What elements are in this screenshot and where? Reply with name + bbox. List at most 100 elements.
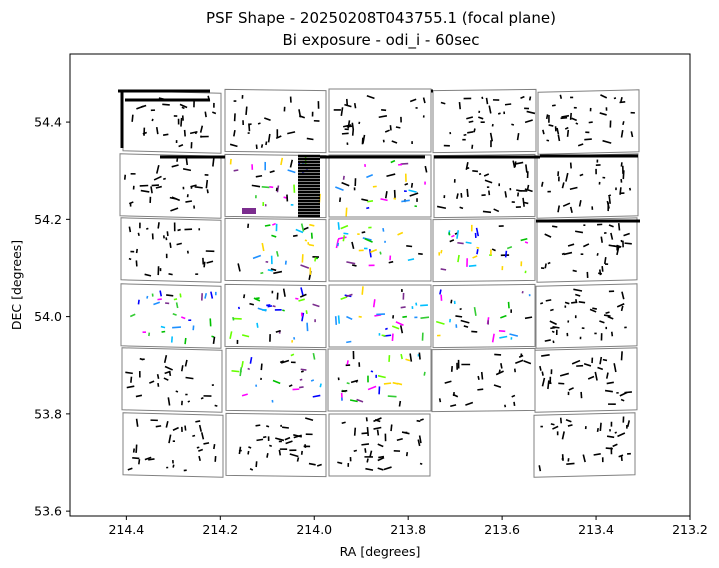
psf-stick	[547, 261, 551, 265]
psf-stick	[346, 340, 352, 344]
psf-stick	[164, 365, 173, 371]
psf-stick	[241, 361, 244, 368]
psf-stick	[456, 193, 459, 200]
psf-stick	[612, 443, 618, 448]
psf-stick	[263, 117, 271, 122]
psf-stick	[605, 311, 610, 314]
psf-stick	[613, 97, 617, 100]
psf-stick	[467, 131, 474, 134]
psf-stick	[559, 417, 563, 424]
psf-stick	[391, 140, 398, 144]
psf-stick	[278, 449, 282, 456]
psf-stick	[361, 286, 364, 295]
psf-stick	[211, 335, 215, 338]
psf-stick	[144, 456, 152, 461]
psf-stick	[344, 103, 352, 108]
psf-stick	[184, 425, 187, 431]
psf-stick	[140, 189, 150, 193]
psf-stick	[135, 248, 138, 254]
psf-stick	[565, 172, 569, 182]
psf-stick	[180, 117, 183, 127]
psf-stick	[463, 325, 469, 328]
psf-stick	[275, 437, 285, 442]
psf-stick	[140, 104, 147, 108]
psf-stick	[561, 182, 565, 189]
psf-stick	[520, 95, 525, 99]
ota-frame	[432, 283, 536, 349]
psf-stick	[602, 358, 608, 362]
psf-stick	[523, 360, 532, 365]
psf-stick	[404, 182, 409, 186]
psf-stick	[472, 170, 479, 173]
psf-stick	[308, 243, 315, 247]
psf-stick	[471, 144, 474, 149]
psf-stick	[459, 206, 464, 210]
psf-stick	[599, 356, 603, 365]
psf-stick	[600, 236, 603, 243]
psf-stick	[187, 400, 191, 403]
psf-stick	[478, 116, 484, 120]
psf-stick	[589, 308, 597, 313]
psf-stick	[178, 144, 184, 148]
psf-stick	[604, 389, 613, 393]
psf-stick	[578, 200, 582, 207]
psf-stick	[556, 127, 560, 135]
psf-stick	[384, 191, 388, 199]
psf-stick	[544, 233, 552, 238]
psf-stick	[163, 377, 169, 381]
psf-stick	[342, 175, 345, 180]
x-axis: 214.4 214.2 214.0 213.8 213.6 213.4 213.2	[108, 516, 708, 537]
psf-stick	[367, 385, 377, 391]
psf-stick	[606, 381, 614, 385]
ota-frame	[225, 412, 327, 478]
psf-stick	[237, 306, 241, 310]
psf-stick	[351, 241, 355, 249]
psf-stick	[180, 316, 186, 320]
psf-stick	[450, 299, 453, 304]
psf-stick	[336, 242, 340, 247]
psf-stick	[494, 353, 502, 356]
psf-stick	[620, 97, 623, 103]
psf-stick	[203, 442, 210, 445]
psf-stick	[299, 293, 307, 298]
psf-stick	[171, 164, 179, 168]
psf-stick	[390, 159, 396, 164]
psf-stick	[515, 359, 524, 364]
psf-stick	[145, 227, 149, 230]
psf-stick	[610, 331, 614, 337]
psf-stick	[601, 266, 604, 272]
psf-stick	[626, 420, 631, 428]
psf-stick	[418, 435, 422, 444]
ota-frame	[122, 412, 224, 478]
psf-stick	[377, 467, 384, 471]
psf-stick	[316, 463, 322, 467]
psf-stick	[305, 310, 308, 315]
psf-stick	[383, 466, 392, 471]
psf-stick	[312, 353, 316, 360]
psf-stick	[340, 224, 349, 230]
psf-stick	[471, 330, 478, 333]
psf-stick	[172, 312, 177, 316]
psf-stick	[540, 181, 544, 187]
ota-frame	[328, 413, 431, 477]
psf-stick	[168, 434, 172, 444]
psf-stick	[541, 371, 544, 376]
psf-stick	[212, 111, 217, 115]
psf-stick	[302, 226, 309, 231]
psf-stick	[491, 123, 494, 127]
psf-stick	[214, 404, 218, 407]
psf-stick	[241, 334, 250, 338]
psf-stick	[587, 375, 595, 380]
psf-stick	[458, 102, 462, 110]
psf-stick	[198, 448, 204, 452]
psf-stick	[351, 129, 355, 136]
ota-frame	[327, 348, 432, 412]
psf-stick	[374, 419, 381, 423]
psf-stick	[285, 440, 293, 445]
psf-stick	[167, 397, 171, 406]
psf-stick	[561, 114, 570, 118]
psf-stick	[500, 314, 507, 319]
psf-stick	[491, 248, 496, 252]
y-axis: 53.6 53.8 54.0 54.2 54.4	[34, 115, 70, 519]
